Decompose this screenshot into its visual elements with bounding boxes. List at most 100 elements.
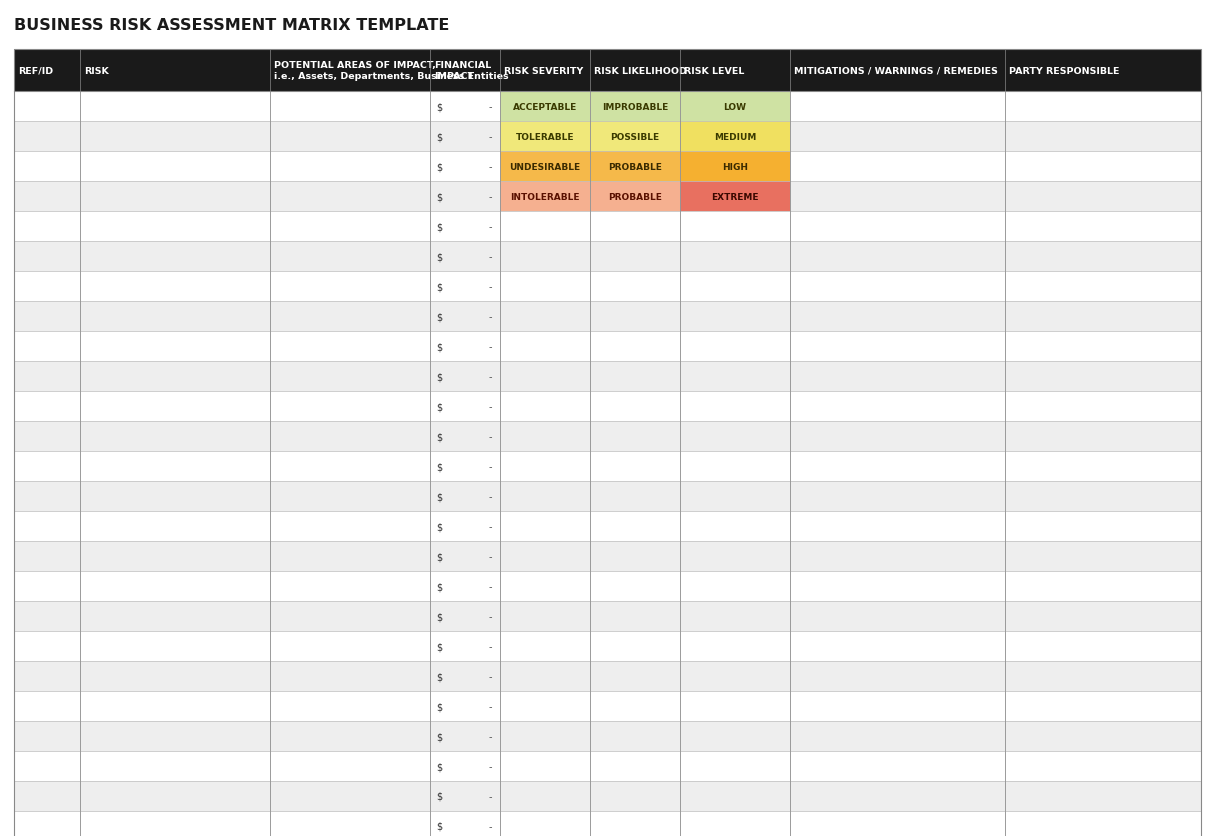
Text: -: - (488, 431, 492, 441)
Text: MITIGATIONS / WARNINGS / REMEDIES: MITIGATIONS / WARNINGS / REMEDIES (793, 66, 998, 75)
Text: POSSIBLE: POSSIBLE (610, 132, 660, 141)
Bar (790, 482, 1005, 512)
Bar (680, 631, 790, 661)
Bar (15, 691, 80, 721)
Bar (590, 691, 680, 721)
Bar (590, 781, 680, 811)
Bar (430, 242, 501, 272)
Bar (590, 242, 680, 272)
Bar (590, 512, 680, 542)
Bar (80, 482, 270, 512)
Bar (790, 421, 1005, 451)
Bar (80, 212, 270, 242)
Text: -: - (488, 551, 492, 561)
Bar (15, 781, 80, 811)
Text: UNDESIRABLE: UNDESIRABLE (509, 162, 581, 171)
Text: -: - (488, 102, 492, 112)
Bar (590, 631, 680, 661)
Bar (270, 571, 430, 601)
Bar (680, 512, 790, 542)
Text: INTOLERABLE: INTOLERABLE (510, 192, 580, 201)
Bar (15, 361, 80, 391)
Bar (1005, 601, 1200, 631)
Bar (270, 302, 430, 332)
Bar (501, 451, 590, 482)
Text: $: $ (436, 821, 442, 831)
Bar (80, 122, 270, 152)
Text: -: - (488, 492, 492, 502)
Bar (270, 122, 430, 152)
Bar (430, 811, 501, 836)
Bar (270, 811, 430, 836)
Bar (15, 302, 80, 332)
Text: -: - (488, 671, 492, 681)
Bar (15, 721, 80, 751)
Text: -: - (488, 342, 492, 352)
Bar (790, 361, 1005, 391)
Text: -: - (488, 132, 492, 142)
Text: HIGH: HIGH (722, 162, 748, 171)
Text: $: $ (436, 132, 442, 142)
Bar (680, 332, 790, 361)
Text: $: $ (436, 162, 442, 171)
Bar (1005, 302, 1200, 332)
Bar (501, 302, 590, 332)
Bar (501, 542, 590, 571)
Bar (790, 92, 1005, 122)
Bar (270, 512, 430, 542)
Bar (15, 811, 80, 836)
Bar (80, 272, 270, 302)
Text: -: - (488, 821, 492, 831)
Text: $: $ (436, 342, 442, 352)
Text: $: $ (436, 401, 442, 411)
Bar (501, 751, 590, 781)
Bar (680, 361, 790, 391)
Bar (501, 391, 590, 421)
Bar (1005, 512, 1200, 542)
Bar (501, 571, 590, 601)
Text: REF/ID: REF/ID (18, 66, 53, 75)
Bar (430, 482, 501, 512)
Bar (270, 421, 430, 451)
Text: ACCEPTABLE: ACCEPTABLE (513, 102, 577, 111)
Bar (680, 601, 790, 631)
Text: -: - (488, 312, 492, 322)
Bar (15, 451, 80, 482)
Text: RISK LEVEL: RISK LEVEL (684, 66, 745, 75)
Text: $: $ (436, 551, 442, 561)
Bar (270, 272, 430, 302)
Bar (1005, 542, 1200, 571)
Bar (80, 601, 270, 631)
Bar (1005, 811, 1200, 836)
Bar (590, 661, 680, 691)
Bar (590, 181, 680, 212)
Bar (1005, 391, 1200, 421)
Bar (680, 811, 790, 836)
Text: $: $ (436, 761, 442, 771)
Bar (430, 542, 501, 571)
Bar (680, 181, 790, 212)
Bar (15, 482, 80, 512)
Bar (501, 691, 590, 721)
Bar (270, 242, 430, 272)
Bar (80, 811, 270, 836)
Bar (80, 721, 270, 751)
Bar (790, 122, 1005, 152)
Bar (501, 661, 590, 691)
Bar (1005, 451, 1200, 482)
Bar (680, 122, 790, 152)
Bar (790, 601, 1005, 631)
Bar (80, 302, 270, 332)
Bar (501, 181, 590, 212)
Bar (430, 571, 501, 601)
Bar (590, 721, 680, 751)
Bar (270, 631, 430, 661)
Bar (680, 542, 790, 571)
Bar (430, 661, 501, 691)
Text: RISK: RISK (84, 66, 109, 75)
Text: -: - (488, 371, 492, 381)
Bar (15, 661, 80, 691)
Bar (680, 781, 790, 811)
Bar (501, 781, 590, 811)
Bar (501, 242, 590, 272)
